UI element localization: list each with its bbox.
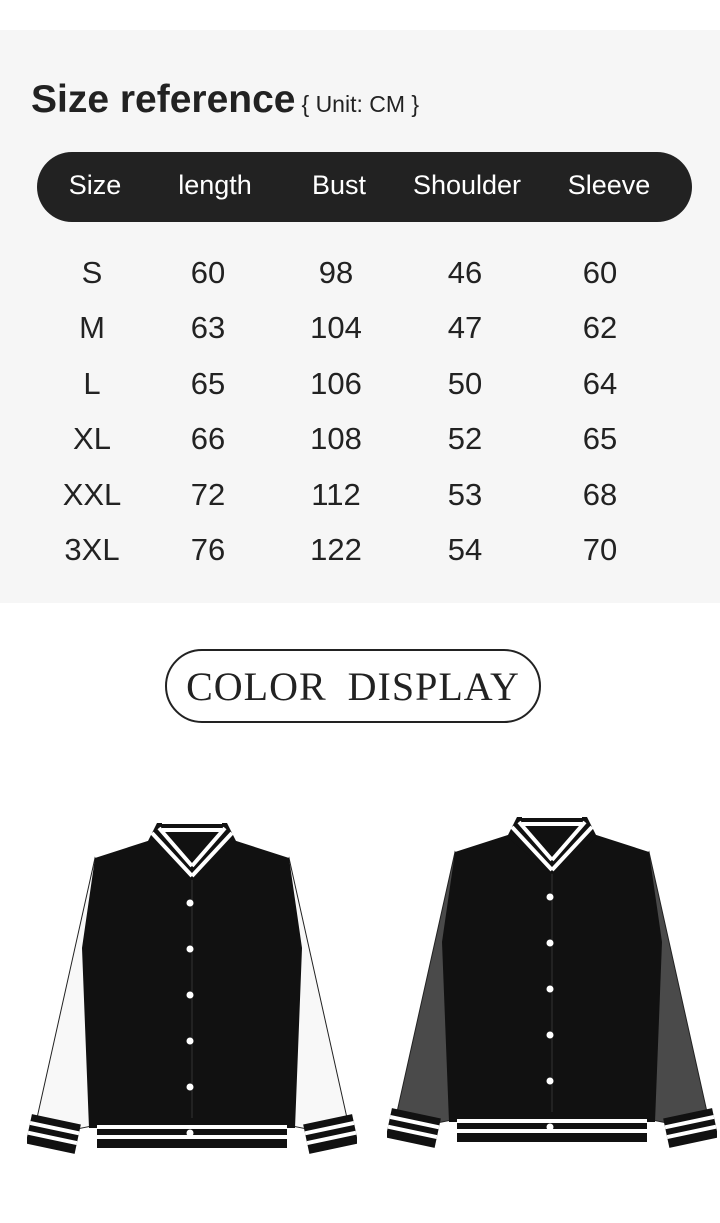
- table-cell: 53: [447, 476, 483, 512]
- table-cell: 65: [582, 421, 618, 457]
- size-label: XXL: [62, 476, 122, 512]
- title-text: Size reference: [31, 78, 296, 121]
- column-header: Bust: [311, 170, 367, 200]
- column-header: Sleeve: [567, 170, 651, 200]
- table-cell: 60: [190, 255, 226, 290]
- table-cell: 46: [447, 255, 483, 290]
- table-cell: 65: [190, 365, 226, 401]
- jacket-image-black-white: [25, 818, 359, 1183]
- table-cell: 104: [310, 310, 362, 346]
- table-cell: 76: [190, 532, 226, 567]
- size-label: L: [83, 365, 101, 401]
- button-snap: [546, 985, 554, 993]
- size-label: 3XL: [64, 532, 120, 567]
- column-header: Shoulder: [412, 170, 522, 200]
- button-snap: [186, 945, 194, 953]
- button-snap: [546, 893, 554, 901]
- table-cell: 112: [311, 476, 361, 512]
- button-snap: [546, 939, 554, 947]
- button-snap: [186, 899, 194, 907]
- button-snap: [546, 1031, 554, 1039]
- size-label: XL: [73, 421, 111, 457]
- table-cell: 68: [582, 476, 618, 512]
- button-snap: [186, 1037, 194, 1045]
- table-cell: 70: [582, 532, 618, 567]
- color-display-badge: COLOR DISPLAY: [165, 649, 541, 723]
- table-cell: 98: [318, 255, 354, 290]
- size-reference-panel: [0, 30, 720, 603]
- size-reference-title: Size reference{ Unit: CM }: [31, 78, 419, 122]
- color-display-title: COLOR DISPLAY: [186, 663, 520, 709]
- column-header: Size: [68, 170, 122, 200]
- table-cell: 60: [582, 255, 618, 290]
- table-cell: 52: [447, 421, 483, 457]
- table-cell: 66: [190, 421, 226, 457]
- button-snap: [546, 1123, 554, 1131]
- table-cell: 54: [447, 532, 483, 567]
- table-cell: 63: [190, 310, 226, 346]
- table-cell: 108: [310, 421, 362, 457]
- button-snap: [546, 1077, 554, 1085]
- table-cell: 122: [310, 532, 362, 567]
- table-cell: 106: [310, 365, 362, 401]
- table-cell: 62: [582, 310, 618, 346]
- table-cell: 64: [582, 365, 618, 401]
- table-cell: 72: [190, 476, 226, 512]
- button-snap: [186, 1129, 194, 1137]
- button-snap: [186, 1083, 194, 1091]
- jacket-image-black-gray: [385, 812, 719, 1177]
- table-cell: 47: [447, 310, 483, 346]
- size-label: S: [81, 255, 103, 290]
- table-cell: 50: [447, 365, 483, 401]
- button-snap: [186, 991, 194, 999]
- unit-label: { Unit: CM }: [301, 91, 420, 117]
- column-header: length: [178, 170, 252, 200]
- table-header: [37, 152, 692, 222]
- size-label: M: [79, 310, 105, 346]
